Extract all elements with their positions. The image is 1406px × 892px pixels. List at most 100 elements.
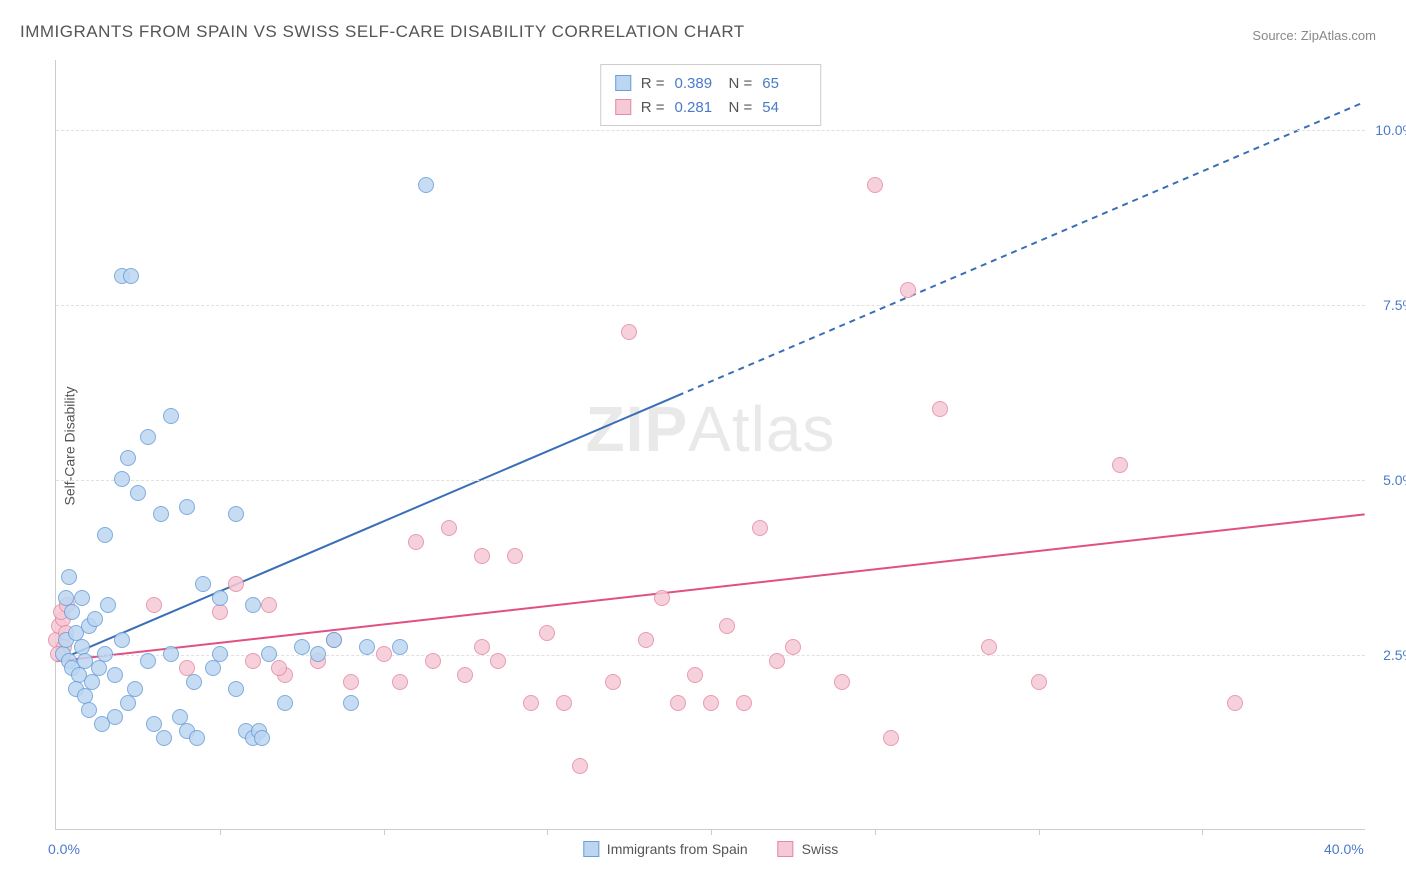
scatter-point-a [418,177,434,193]
scatter-point-b [703,695,719,711]
scatter-point-b [1227,695,1243,711]
watermark: ZIPAtlas [586,392,836,466]
scatter-point-a [107,667,123,683]
xtick-mark [547,829,548,835]
swatch-series-b [615,99,631,115]
ytick-label: 7.5% [1383,297,1406,313]
scatter-point-a [61,569,77,585]
stats-n-value-b: 54 [762,99,806,116]
xtick-mark [711,829,712,835]
scatter-point-a [189,730,205,746]
scatter-point-a [140,429,156,445]
stats-n-label-b: N = [729,99,753,116]
scatter-point-a [245,597,261,613]
stats-row-b: R = 0.281 N = 54 [615,95,807,119]
scatter-point-b [670,695,686,711]
scatter-point-a [261,646,277,662]
scatter-point-b [376,646,392,662]
scatter-point-b [981,639,997,655]
scatter-point-a [310,646,326,662]
ytick-label: 10.0% [1375,122,1406,138]
stats-r-value-b: 0.281 [675,99,719,116]
scatter-point-a [120,695,136,711]
scatter-point-a [97,527,113,543]
scatter-point-a [97,646,113,662]
scatter-point-a [228,506,244,522]
scatter-point-a [195,576,211,592]
chart-title: IMMIGRANTS FROM SPAIN VS SWISS SELF-CARE… [20,22,745,42]
xtick-mark [220,829,221,835]
scatter-point-a [163,408,179,424]
scatter-point-a [120,450,136,466]
scatter-point-b [539,625,555,641]
trend-line [678,102,1365,396]
scatter-point-b [343,674,359,690]
scatter-point-a [359,639,375,655]
scatter-point-a [163,646,179,662]
scatter-point-a [326,632,342,648]
scatter-point-b [507,548,523,564]
scatter-point-a [87,611,103,627]
scatter-point-b [474,548,490,564]
scatter-point-a [114,632,130,648]
scatter-point-b [425,653,441,669]
xtick-mark [384,829,385,835]
scatter-point-b [457,667,473,683]
legend-swatch-b [778,841,794,857]
scatter-point-b [867,177,883,193]
xtick-mark [1202,829,1203,835]
scatter-point-b [932,401,948,417]
scatter-point-a [127,681,143,697]
scatter-point-b [687,667,703,683]
scatter-point-b [572,758,588,774]
scatter-point-b [271,660,287,676]
scatter-point-b [523,695,539,711]
scatter-point-a [107,709,123,725]
scatter-point-b [752,520,768,536]
plot-area: ZIPAtlas R = 0.389 N = 65 R = 0.281 N = … [55,60,1365,830]
scatter-point-a [123,268,139,284]
scatter-point-b [785,639,801,655]
scatter-point-b [638,632,654,648]
scatter-point-b [408,534,424,550]
ytick-label: 2.5% [1383,647,1406,663]
scatter-point-a [146,716,162,732]
xtick-mark [1039,829,1040,835]
stats-n-label-a: N = [729,75,753,92]
scatter-point-b [654,590,670,606]
scatter-point-a [156,730,172,746]
scatter-point-b [261,597,277,613]
xtick-label: 0.0% [48,841,80,857]
xtick-label: 40.0% [1324,841,1364,857]
scatter-point-a [277,695,293,711]
scatter-point-a [212,590,228,606]
scatter-point-b [441,520,457,536]
stats-n-value-a: 65 [762,75,806,92]
scatter-point-b [900,282,916,298]
scatter-point-b [245,653,261,669]
stats-r-value-a: 0.389 [675,75,719,92]
scatter-point-b [228,576,244,592]
ytick-label: 5.0% [1383,472,1406,488]
gridline-h [56,480,1365,481]
watermark-light: Atlas [688,393,835,465]
scatter-point-b [212,604,228,620]
scatter-point-b [490,653,506,669]
scatter-point-b [146,597,162,613]
scatter-point-a [100,597,116,613]
stats-r-label-b: R = [641,99,665,116]
scatter-point-b [736,695,752,711]
legend-swatch-a [583,841,599,857]
scatter-point-a [91,660,107,676]
scatter-point-b [605,674,621,690]
trend-lines-svg [56,60,1365,829]
scatter-point-a [212,646,228,662]
scatter-point-a [153,506,169,522]
scatter-point-b [719,618,735,634]
scatter-point-b [883,730,899,746]
source-label: Source: [1252,28,1297,43]
gridline-h [56,305,1365,306]
stats-legend-box: R = 0.389 N = 65 R = 0.281 N = 54 [600,64,822,126]
scatter-point-a [64,604,80,620]
legend-label-b: Swiss [802,841,839,857]
